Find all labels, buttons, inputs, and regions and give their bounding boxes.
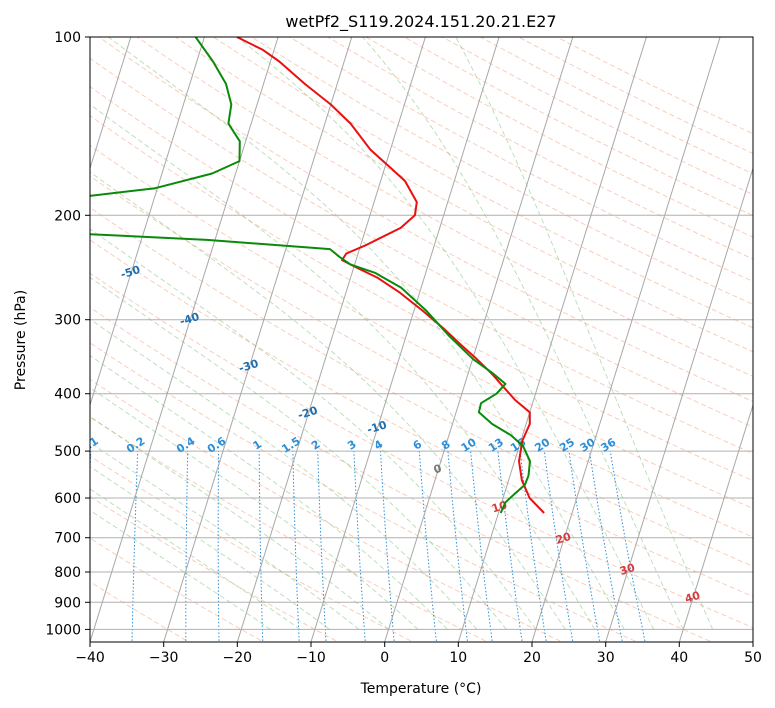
y-tick-label: 900 (54, 595, 81, 611)
dry-adiabat (90, 144, 753, 509)
moist-adiabat (90, 466, 330, 630)
isotherm-label: 40 (683, 589, 702, 606)
mixing-ratio-line (589, 451, 623, 642)
isotherm (236, 37, 426, 642)
pressure-gridlines (90, 37, 753, 630)
moist-adiabat (90, 509, 271, 630)
dewpoint-profile-line (90, 37, 531, 514)
y-tick-label: 700 (54, 531, 81, 547)
x-tick-label: 40 (670, 650, 688, 666)
mixing-ratio-line (543, 451, 574, 642)
isotherm (678, 403, 753, 642)
y-tick-label: 1000 (45, 622, 81, 638)
x-tick-label: 30 (597, 650, 615, 666)
moist-adiabat (90, 103, 596, 630)
chart-title: wetPf2_S119.2024.151.20.21.E27 (285, 12, 556, 32)
isotherms (90, 37, 753, 642)
x-tick-label: 50 (744, 650, 762, 666)
x-tick-label: −30 (149, 650, 179, 666)
isotherm (384, 37, 574, 642)
moist-adiabat (90, 228, 537, 630)
x-tick-label: −40 (75, 650, 105, 666)
y-tick-label: 800 (54, 565, 81, 581)
x-tick-label: 0 (380, 650, 389, 666)
moist-adiabat (90, 276, 507, 630)
profiles (90, 37, 545, 514)
y-axis-label: Pressure (hPa) (13, 290, 29, 390)
isotherm-label: 0 (432, 462, 444, 477)
isotherm (531, 37, 721, 642)
moist-adiabat (90, 415, 389, 630)
x-axis-label: Temperature (°C) (360, 681, 482, 697)
isotherm (90, 37, 279, 642)
moist-adiabat (90, 442, 360, 630)
mixing-ratio-line (568, 451, 601, 642)
isotherm (605, 166, 753, 642)
dry-adiabat (90, 115, 753, 482)
mixing-ratio-line (609, 451, 646, 642)
y-tick-label: 300 (54, 313, 81, 329)
dry-adiabat (251, 37, 753, 305)
isotherm-label: -10 (365, 418, 388, 436)
y-tick-label: 600 (54, 491, 81, 507)
dry-adiabat (174, 37, 753, 353)
isotherm-label: -40 (178, 310, 201, 328)
mixing-ratio-line (497, 451, 523, 642)
moist-adiabat (90, 355, 448, 630)
dry-adiabat (213, 37, 753, 329)
mixing-ratio-lines (90, 451, 646, 642)
temperature-profile-line (236, 37, 545, 514)
isotherm-label: -20 (296, 404, 319, 422)
isotherm (310, 37, 500, 642)
x-tick-label: 10 (449, 650, 467, 666)
y-tick-label: 100 (54, 30, 81, 46)
moist-adiabat (455, 37, 714, 630)
y-tick-label: 400 (54, 387, 81, 403)
moist-adiabat (362, 37, 684, 630)
isotherm-label: -50 (119, 263, 142, 281)
isotherm (90, 37, 205, 407)
x-tick-label: −10 (296, 650, 326, 666)
isotherm (90, 37, 132, 170)
dry-adiabat (90, 175, 753, 538)
y-tick-label: 500 (54, 444, 81, 460)
axes: −40 −30 −20 −10 0 10 20 30 40 5010020030040050060… (45, 30, 762, 666)
isotherm (163, 37, 353, 642)
isotherm (457, 37, 647, 642)
isotherm-label: 20 (554, 530, 573, 547)
plot-frame (89, 36, 754, 643)
y-tick-label: 200 (54, 208, 81, 224)
moist-adiabat (90, 171, 566, 630)
moist-adiabat (236, 37, 655, 630)
x-tick-label: −20 (223, 650, 253, 666)
x-tick-label: 20 (523, 650, 541, 666)
isotherm-label: -30 (237, 357, 260, 375)
mixing-ratio-line (519, 451, 547, 642)
isotherm-label: 30 (618, 561, 637, 578)
plot-area: 0.10.20.40.611.52346810131620253036-100-… (77, 37, 753, 642)
mixing-ratio-label: 0.1 (77, 434, 100, 456)
dry-adiabat (90, 86, 753, 455)
moist-adiabat (108, 37, 625, 630)
